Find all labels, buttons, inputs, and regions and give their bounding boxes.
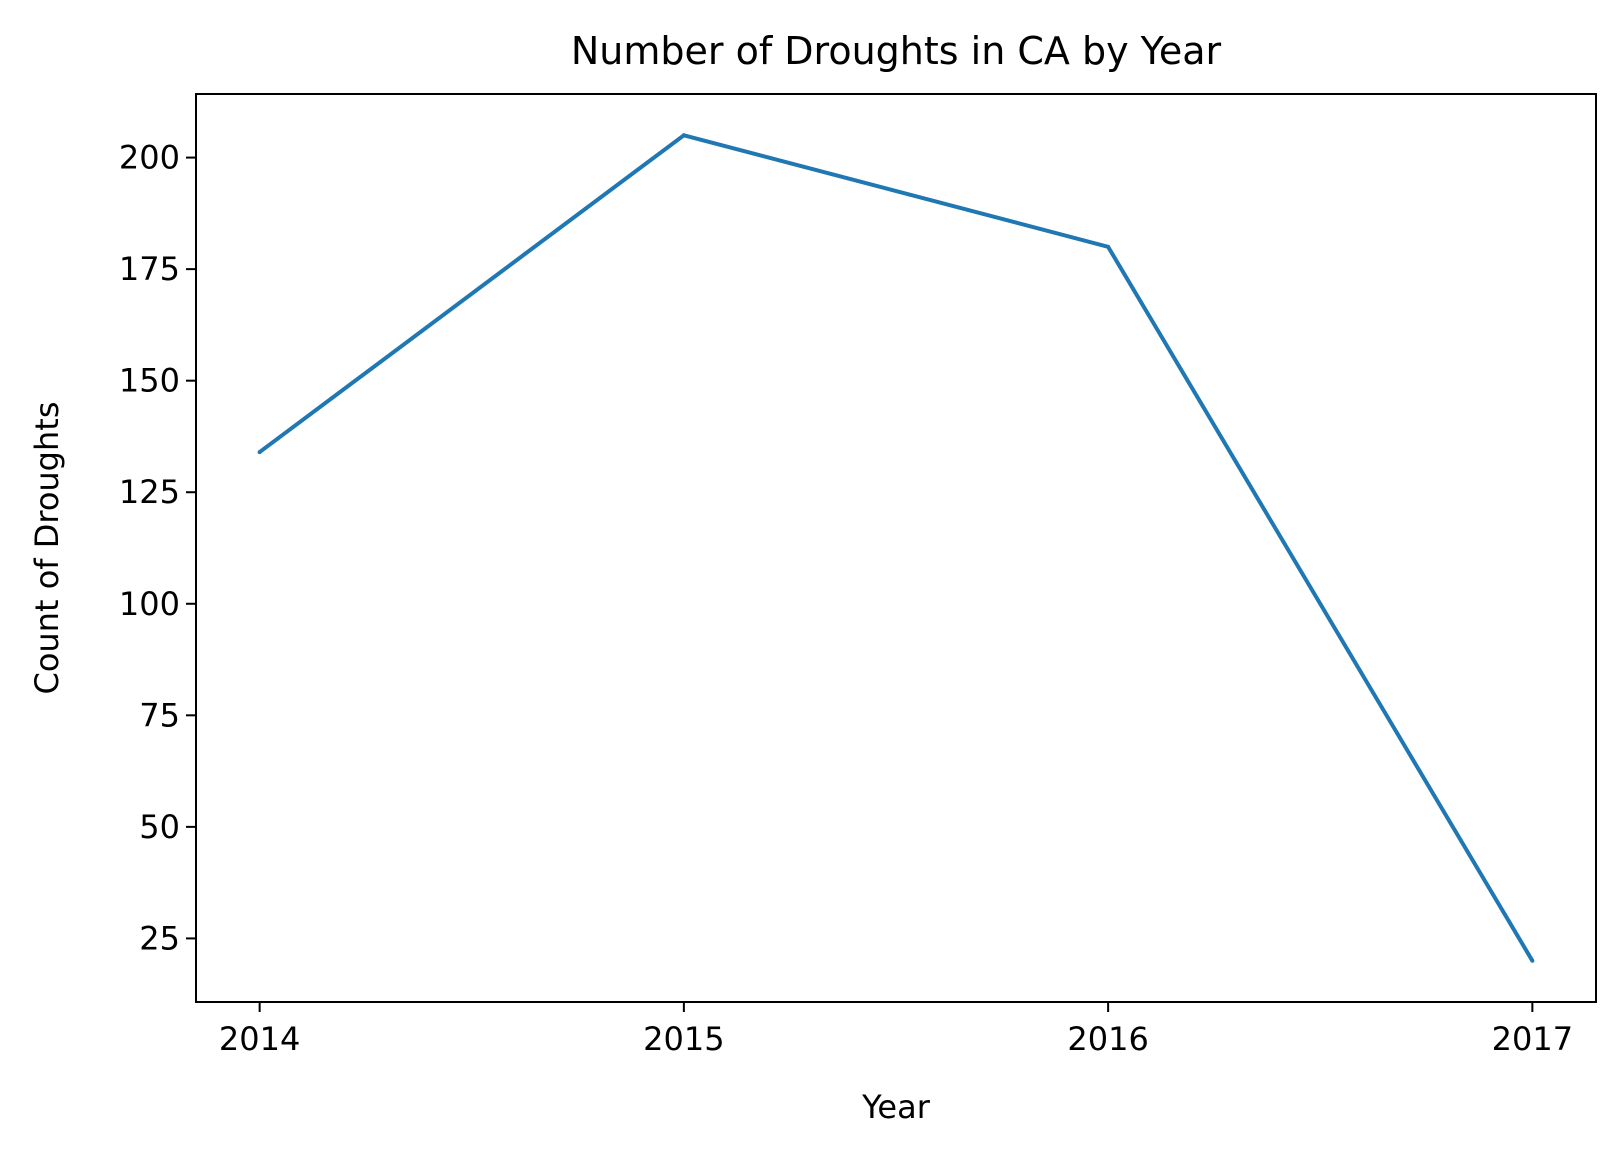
x-tick-label-2016: 2016 (1067, 1020, 1148, 1058)
data-point-2017 (1530, 958, 1535, 963)
y-tick-label-50: 50 (139, 808, 180, 846)
data-point-2016 (1106, 244, 1111, 249)
y-axis: 25 50 75 100 125 150 175 200 (119, 139, 196, 957)
x-axis: 2014 2015 2016 2017 (219, 1002, 1573, 1058)
data-point-2015 (681, 133, 686, 138)
x-tick-label-2015: 2015 (643, 1020, 724, 1058)
data-point-2014 (257, 450, 262, 455)
y-tick-label-25: 25 (139, 919, 180, 957)
plot-area (257, 133, 1535, 963)
chart-title: Number of Droughts in CA by Year (571, 29, 1222, 73)
y-tick-label-175: 175 (119, 250, 180, 288)
y-tick-label-100: 100 (119, 585, 180, 623)
y-tick-label-150: 150 (119, 362, 180, 400)
y-tick-label-125: 125 (119, 473, 180, 511)
x-tick-label-2017: 2017 (1492, 1020, 1573, 1058)
series-line-0 (258, 133, 1535, 962)
plot-frame (195, 93, 1597, 1003)
x-tick-label-2014: 2014 (219, 1020, 300, 1058)
y-tick-label-75: 75 (139, 696, 180, 734)
x-axis-label: Year (861, 1088, 931, 1126)
y-axis-label: Count of Droughts (28, 402, 66, 695)
y-tick-label-200: 200 (119, 139, 180, 177)
